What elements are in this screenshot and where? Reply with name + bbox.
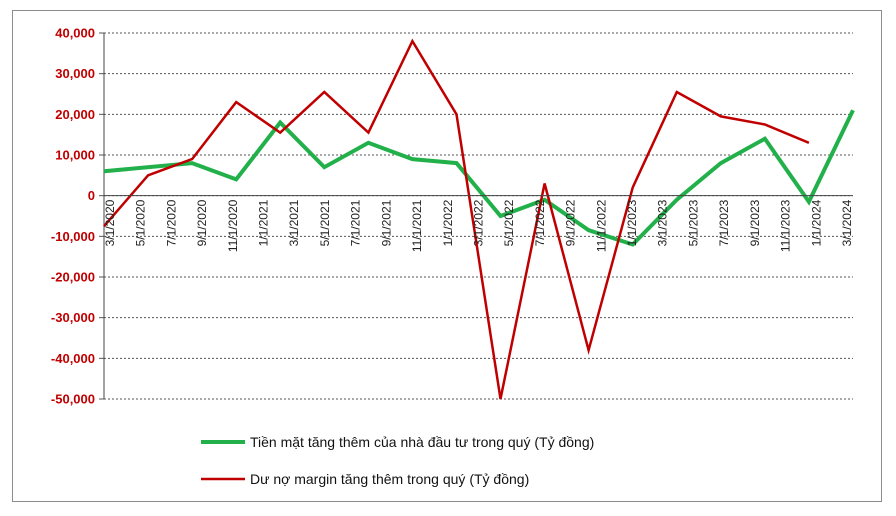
y-tick-label: 0 <box>88 188 95 203</box>
x-tick-label: 5/1/2022 <box>502 199 516 246</box>
y-tick-label: 40,000 <box>55 26 95 41</box>
line-chart: 40,000 30,000 20,000 10,000 0 -10,000 -20,000 -… <box>51 26 855 487</box>
legend-label-margin: Dư nợ margin tăng thêm trong quý (Tỷ đồn… <box>250 471 529 487</box>
x-tick-label: 9/1/2021 <box>379 199 393 246</box>
x-tick-label: 11/1/2020 <box>226 199 240 252</box>
x-tick-label: 11/1/2022 <box>594 199 608 252</box>
x-tick-label: 5/1/2020 <box>134 199 148 246</box>
x-tick-label: 1/1/2022 <box>441 199 455 246</box>
y-tick-label: 30,000 <box>55 66 95 81</box>
x-tick-label: 3/1/2020 <box>103 199 117 246</box>
y-tick-label: -50,000 <box>51 392 95 407</box>
x-tick-label: 5/1/2021 <box>318 199 332 246</box>
x-tick-label: 1/1/2021 <box>257 199 271 246</box>
x-tick-label: 7/1/2020 <box>164 199 178 246</box>
y-tick-label: -30,000 <box>51 310 95 325</box>
x-tick-label: 11/1/2023 <box>779 199 793 252</box>
series-line-cash <box>103 109 855 247</box>
y-tick-label: -40,000 <box>51 351 95 366</box>
y-tick-label: 10,000 <box>55 148 95 163</box>
x-tick-label: 3/1/2022 <box>472 199 486 246</box>
series-line-margin <box>103 38 810 400</box>
x-tick-label: 1/1/2024 <box>809 199 823 246</box>
x-tick-label: 7/1/2023 <box>717 199 731 246</box>
x-tick-label: 7/1/2021 <box>349 199 363 246</box>
x-tick-label: 3/1/2023 <box>656 199 670 246</box>
x-tick-label: 9/1/2022 <box>564 199 578 246</box>
x-tick-label: 7/1/2022 <box>533 199 547 246</box>
series-lines <box>103 38 855 400</box>
legend-label-cash: Tiền mặt tăng thêm của nhà đầu tư trong … <box>250 434 594 450</box>
x-tick-label: 1/1/2023 <box>625 199 639 246</box>
x-tick-label: 5/1/2023 <box>686 199 700 246</box>
x-tick-label: 9/1/2020 <box>195 199 209 246</box>
chart-frame: 40,000 30,000 20,000 10,000 0 -10,000 -20,000 -… <box>12 10 882 502</box>
x-tick-label: 11/1/2021 <box>410 199 424 252</box>
x-tick-label: 3/1/2024 <box>840 199 854 246</box>
y-tick-label: -20,000 <box>51 270 95 285</box>
x-axis: 3/1/2020 5/1/2020 7/1/2020 9/1/2020 11/1/202… <box>103 195 854 252</box>
legend: Tiền mặt tăng thêm của nhà đầu tư trong … <box>201 434 594 487</box>
x-tick-label: 3/1/2021 <box>287 199 301 246</box>
x-tick-label: 9/1/2023 <box>748 199 762 246</box>
y-tick-label: 20,000 <box>55 107 95 122</box>
y-tick-label: -10,000 <box>51 229 95 244</box>
y-axis: 40,000 30,000 20,000 10,000 0 -10,000 -20,000 -… <box>51 26 105 407</box>
